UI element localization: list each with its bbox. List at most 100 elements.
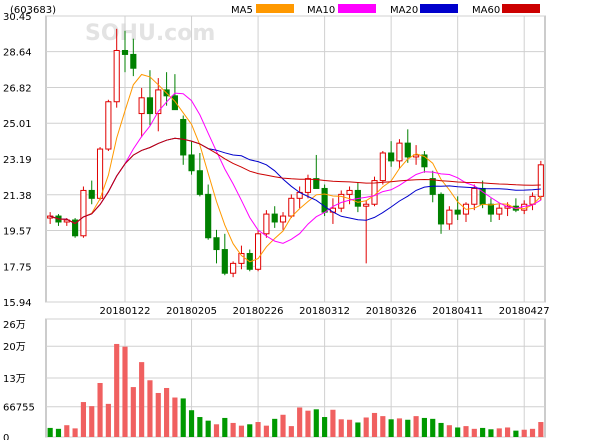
legend-ma60-swatch: [502, 4, 540, 13]
candle-body: [213, 237, 220, 251]
volume-bar: [130, 387, 136, 437]
candle-body: [371, 180, 378, 205]
volume-bar: [247, 424, 253, 437]
volume-bar: [72, 428, 78, 437]
candle-body: [121, 49, 129, 55]
volume-bar: [172, 397, 178, 437]
candle-body: [205, 193, 212, 239]
candle-body: [105, 101, 112, 150]
volume-bar: [47, 427, 53, 437]
volume-bar: [197, 417, 203, 437]
candle-body: [487, 203, 495, 215]
volume-bar: [64, 425, 70, 437]
volume-tick-label: 26万: [3, 320, 26, 331]
volume-grid: [45, 318, 546, 438]
volume-bar: [446, 425, 452, 437]
volume-tick-label: 20万: [3, 342, 26, 353]
volume-bar: [55, 428, 62, 437]
candle-body: [271, 213, 278, 223]
legend: MA5 MA10 MA20 MA60: [231, 4, 540, 16]
date-axis: 20180122 20180205 20180226 20180312 20180326…: [100, 306, 550, 317]
candle-body: [138, 97, 145, 115]
volume-tick-label: 0: [3, 433, 9, 440]
price-grid: [45, 15, 546, 303]
volume-bar: [371, 412, 378, 437]
volume-bar: [355, 422, 361, 437]
volume-bar: [213, 424, 220, 437]
volume-bar: [529, 428, 536, 437]
volume-bar: [155, 392, 161, 437]
candle-body: [363, 203, 370, 207]
legend-ma20-swatch: [420, 4, 458, 13]
candle-body: [446, 209, 453, 225]
volume-bar: [114, 343, 120, 437]
volume-bar: [346, 419, 353, 437]
candle-body: [379, 152, 386, 182]
price-tick-label: 15.94: [3, 298, 32, 309]
candle-body: [437, 193, 445, 225]
volume-bar: [80, 402, 87, 437]
candle-body: [96, 148, 104, 199]
price-tick-label: 19.57: [3, 226, 32, 237]
volume-bar: [222, 417, 228, 437]
price-tick-label: 30.45: [3, 12, 32, 23]
candle-body: [230, 262, 237, 274]
date-tick-label: 20180205: [166, 306, 217, 317]
volume-bar: [388, 419, 394, 437]
volume-bar: [438, 422, 444, 437]
volume-marks: [47, 343, 544, 437]
candle-body: [421, 154, 428, 168]
price-tick-label: 17.75: [3, 262, 32, 273]
volume-bar: [97, 382, 103, 437]
date-tick-label: 20180122: [100, 306, 151, 317]
volume-tick-label: 13万: [3, 374, 26, 385]
volume-tick-label: 66755: [3, 403, 35, 414]
candle-body: [454, 209, 461, 215]
watermark: SOHU.com: [85, 21, 215, 46]
volume-bar: [89, 406, 95, 437]
date-tick-label: 20180312: [299, 306, 350, 317]
volume-bar: [496, 428, 502, 437]
price-tick-label: 28.64: [3, 48, 32, 59]
volume-bar: [205, 420, 211, 437]
volume-bar: [255, 422, 261, 437]
volume-bar: [363, 417, 369, 437]
volume-bar: [139, 362, 145, 437]
price-tick-label: 25.01: [3, 119, 32, 130]
volume-bar: [263, 425, 269, 437]
volume-bar: [238, 425, 245, 437]
candle-body: [146, 97, 154, 115]
candle-body: [88, 189, 95, 199]
candle-body: [188, 154, 195, 172]
volume-bar: [313, 409, 319, 437]
legend-ma5-label: MA5: [231, 5, 253, 16]
chart-title: (603683): [10, 5, 56, 16]
date-tick-label: 20180226: [233, 306, 284, 317]
price-tick-label: 26.82: [3, 84, 32, 95]
volume-bar: [463, 426, 469, 437]
ma-line-ma10: [50, 92, 542, 244]
candle-body: [471, 187, 478, 205]
volume-bar: [380, 416, 386, 437]
date-tick-label: 20180427: [499, 306, 550, 317]
volume-bar: [396, 418, 403, 437]
candle-body: [304, 178, 312, 193]
candle-body: [288, 197, 295, 217]
legend-ma20-label: MA20: [390, 5, 418, 16]
volume-bar: [338, 419, 344, 437]
candle-body: [254, 233, 262, 270]
candle-body: [238, 253, 245, 264]
volume-bar: [288, 426, 294, 437]
candle-body: [496, 207, 503, 215]
volume-bar: [297, 407, 303, 437]
candle-body: [72, 219, 79, 237]
date-tick-label: 20180411: [432, 306, 483, 317]
volume-bar: [105, 403, 111, 437]
volume-axis: 26万 20万 13万 66755 0: [3, 320, 35, 440]
candle-body: [171, 95, 178, 111]
legend-ma5-swatch: [256, 4, 294, 13]
volume-bar: [230, 422, 236, 437]
volume-bar: [430, 418, 436, 437]
candle-body: [396, 142, 403, 162]
